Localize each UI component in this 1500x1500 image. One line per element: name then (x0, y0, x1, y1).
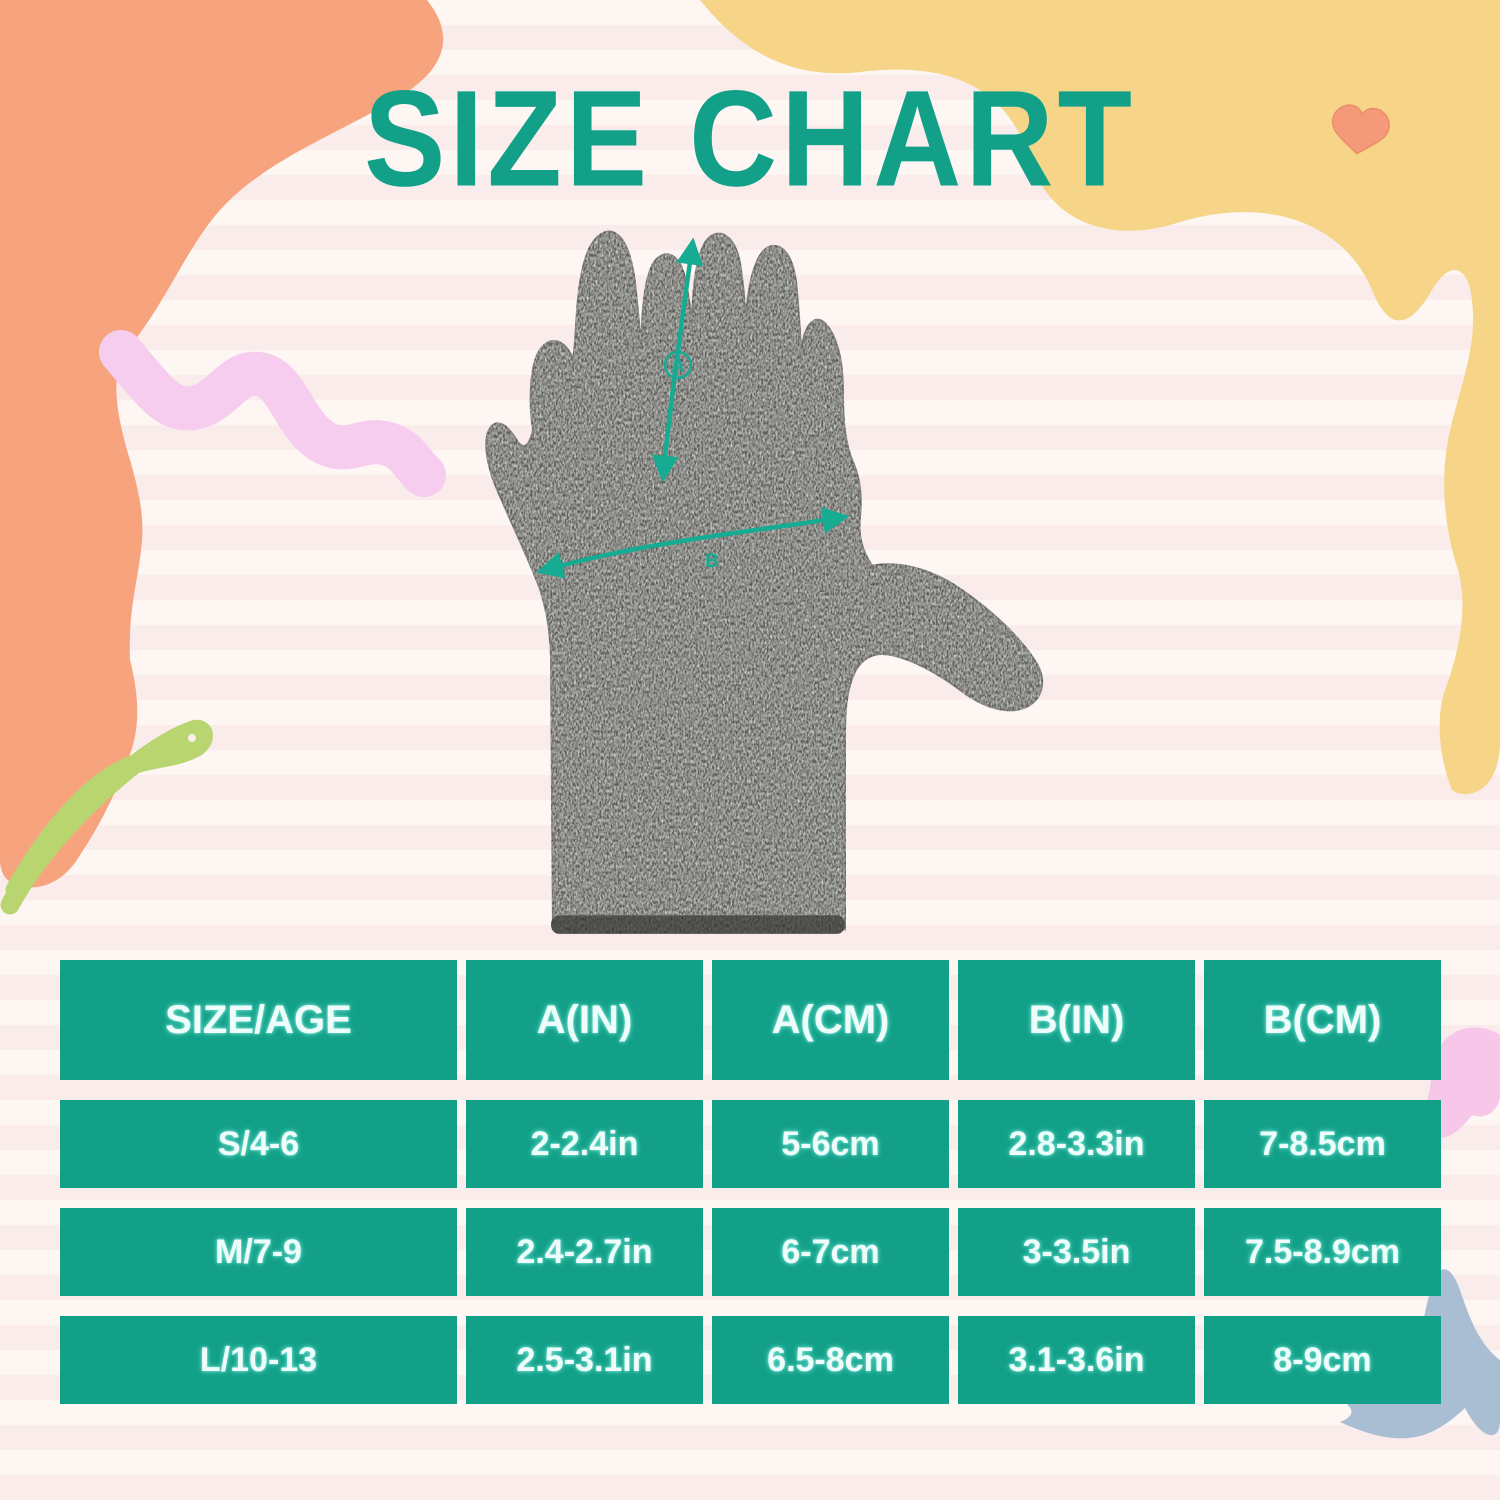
svg-text:A: A (671, 356, 685, 377)
svg-text:B: B (705, 551, 719, 572)
